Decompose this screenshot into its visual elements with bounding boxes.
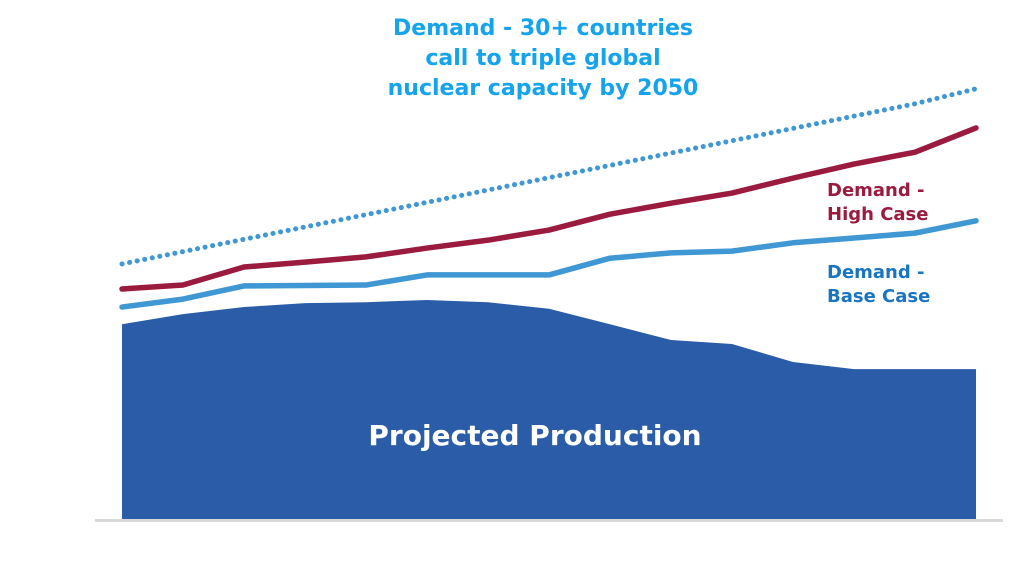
demand-high-case-line <box>119 125 979 292</box>
annotation-tripling-line-2: call to triple global <box>425 46 660 71</box>
annotation-tripling-line-1: Demand - 30+ countries <box>393 16 693 41</box>
tripling-demand-dotted-line <box>119 86 979 267</box>
demand-lines-group <box>119 86 979 310</box>
production-area-group <box>122 300 976 520</box>
annotation-base-case-line-2: Base Case <box>827 286 930 307</box>
annotation-projected-production: Projected Production <box>368 419 701 452</box>
annotation-tripling-line-3: nuclear capacity by 2050 <box>388 76 699 101</box>
annotation-high-case-line-2: High Case <box>827 204 928 225</box>
annotation-base-case-line-1: Demand - <box>827 262 925 283</box>
annotation-high-case-line-1: Demand - <box>827 180 925 201</box>
demand-base-case-line <box>119 218 979 310</box>
production-area <box>122 300 976 520</box>
